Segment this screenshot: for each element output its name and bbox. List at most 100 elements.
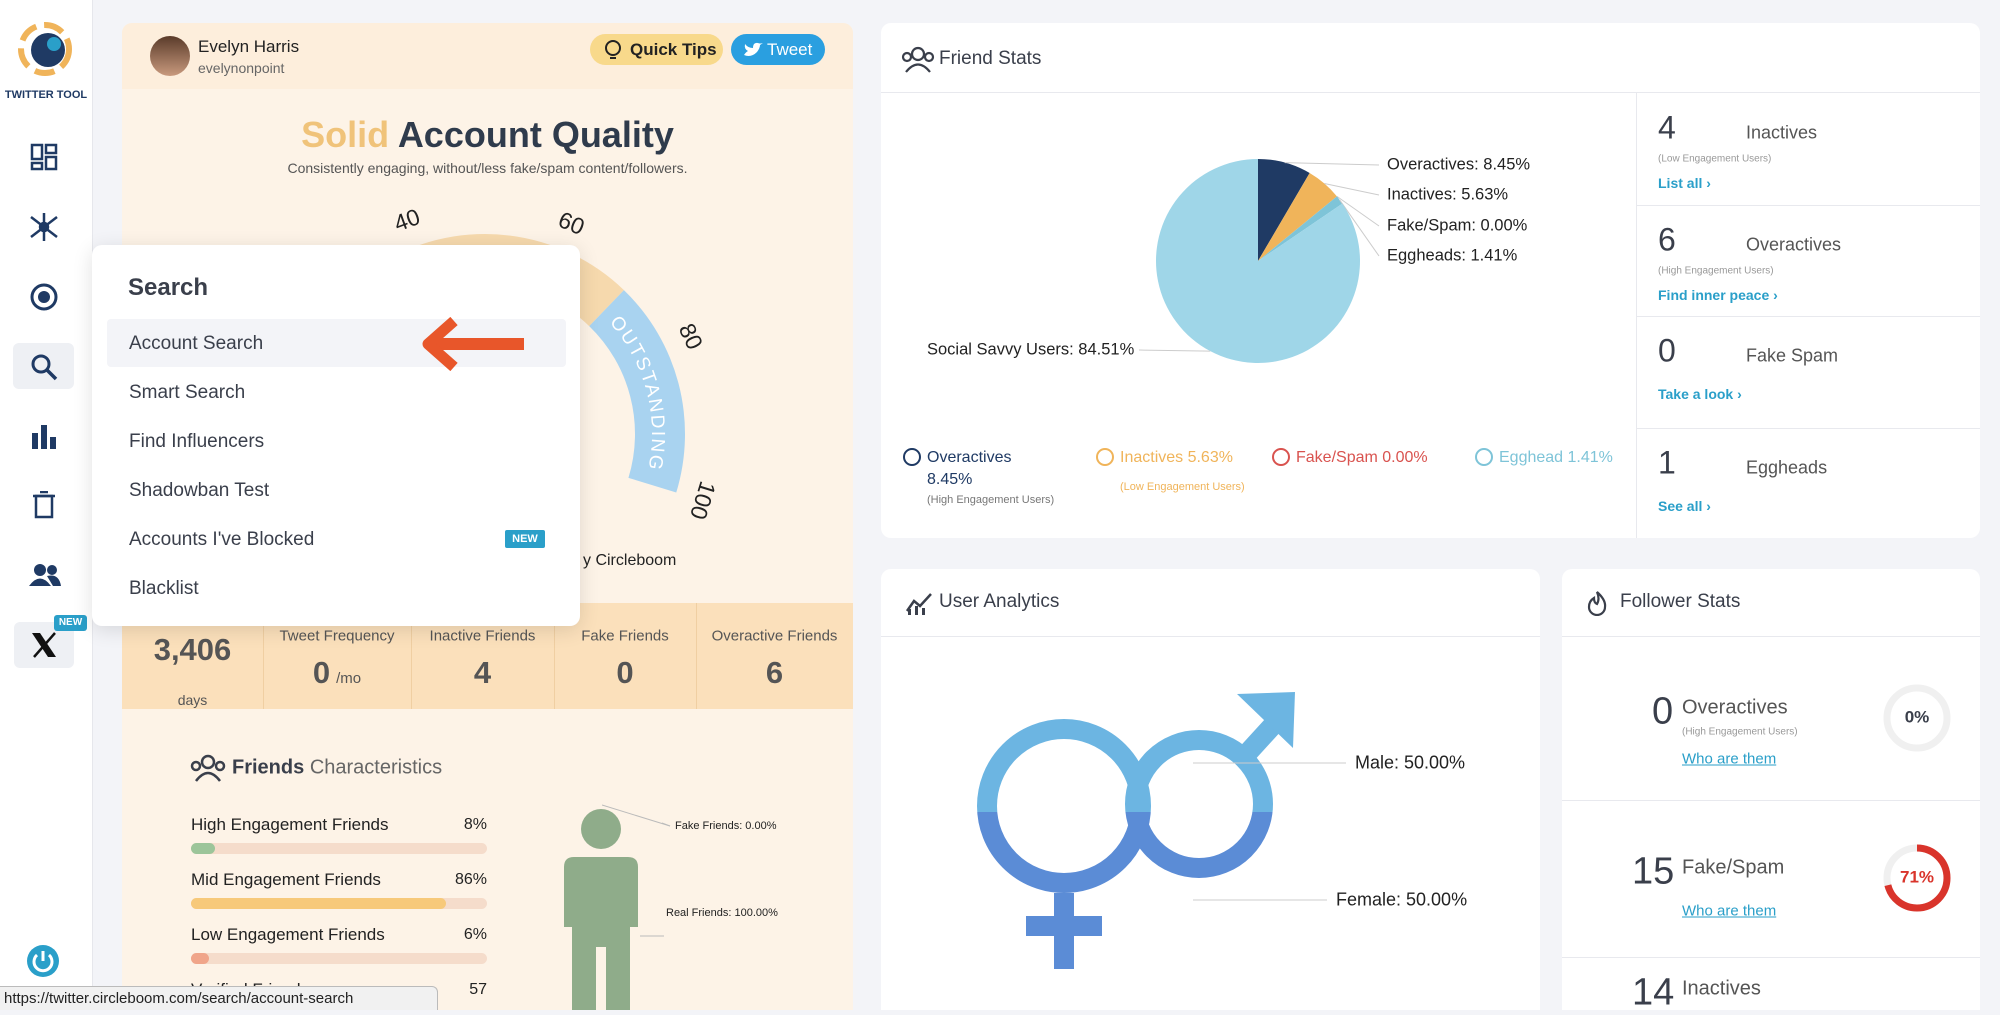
stat-label: Tweet Frequency <box>279 627 395 645</box>
summary-link[interactable]: Take a look › <box>1658 386 1742 402</box>
account-age-unit: days <box>177 692 208 708</box>
menu-item[interactable]: Account Search <box>129 333 264 354</box>
friends-word: Friends <box>232 756 305 779</box>
summary-link[interactable]: See all › <box>1658 497 1711 514</box>
row-value: 6% <box>463 926 487 943</box>
summary-link[interactable]: Find inner peace › <box>1658 286 1778 303</box>
analytics-icon[interactable] <box>31 423 57 449</box>
bar-fill <box>191 953 209 964</box>
pie-label: Eggheads: 1.41% <box>1387 246 1518 264</box>
divider <box>1636 204 1980 206</box>
gauge-arc-outstanding <box>589 290 685 493</box>
logo <box>18 22 72 76</box>
stat-value: 6 <box>696 655 853 691</box>
gender-graphic <box>977 692 1346 969</box>
divider <box>881 92 1980 93</box>
legend-icon-shape <box>1475 448 1493 466</box>
search-menu: Search Account Search Smart Search Find In… <box>92 245 580 626</box>
person-figure <box>564 809 638 1010</box>
friend-stats-card: Friend Stats Overactives: 8.45% Inactives… <box>881 23 1980 538</box>
legend-note: (High Engagement Users) <box>927 494 1055 506</box>
friend-stats-title: Friend Stats <box>939 48 1042 69</box>
pie-leader <box>1339 199 1380 257</box>
row-value: 8% <box>463 816 487 833</box>
follower-link[interactable]: Who are them <box>1682 750 1777 768</box>
search-icon <box>31 354 58 381</box>
legend-text: Inactives 5.63% <box>1120 449 1233 466</box>
row-label: Mid Engagement Friends <box>191 870 381 889</box>
pie-leader <box>1336 195 1380 227</box>
legend-icon-shape <box>903 448 921 466</box>
stat-number: 4 <box>473 655 492 690</box>
follower-title: Fake/Spam <box>1682 856 1785 879</box>
menu-new-badge: NEW <box>505 530 545 548</box>
bird-icon <box>744 42 763 56</box>
menu-item[interactable]: Smart Search <box>129 382 246 403</box>
power-icon[interactable] <box>25 943 61 979</box>
ring-label: 71% <box>1900 867 1934 886</box>
pie-slice <box>1258 159 1310 261</box>
pie-slice <box>1258 196 1343 261</box>
search-icon-active[interactable] <box>13 343 74 389</box>
follower-count: 0 <box>1652 690 1674 733</box>
quality-title: Solid Account Quality <box>122 114 853 156</box>
menu-item[interactable]: Blacklist <box>129 578 199 599</box>
arrow-pointer <box>422 317 524 371</box>
friend-stats-icon <box>901 46 935 73</box>
divider <box>1562 636 1980 637</box>
avatar <box>150 36 190 76</box>
divider <box>696 603 697 709</box>
pie-label: Inactives: 5.63% <box>1387 185 1508 203</box>
dashboard-icon[interactable] <box>30 143 58 171</box>
fake-friends-label: Fake Friends: 0.00% <box>675 820 777 832</box>
friends-icon <box>190 754 226 782</box>
quality-accent: Solid <box>301 114 390 155</box>
stat-label: Fake Friends <box>581 627 669 645</box>
new-badge: NEW <box>54 615 87 631</box>
menu-item[interactable]: Shadowban Test <box>129 480 270 501</box>
pie-leader <box>1138 349 1211 352</box>
row-value: 86% <box>454 871 487 888</box>
follower-stats-title: Follower Stats <box>1620 591 1741 612</box>
row-label: Low Engagement Friends <box>191 925 385 944</box>
follower-stats-card: Follower Stats 0 Overactives (High Engagem… <box>1562 569 1980 1014</box>
divider <box>1562 957 1980 958</box>
characteristics-word: Characteristics <box>309 756 443 779</box>
divider <box>554 603 555 709</box>
stat-value: 0/mo <box>263 655 411 691</box>
follower-title: Inactives <box>1682 977 1761 1000</box>
stat-number: 6 <box>765 655 784 690</box>
stat-number: 0 <box>312 655 331 690</box>
summary-count: 1 <box>1658 444 1676 480</box>
legend-icon <box>1272 448 1290 466</box>
follower-link[interactable]: Who are them <box>1682 902 1777 920</box>
menu-item[interactable]: Find Influencers <box>129 431 265 452</box>
summary-title: Inactives <box>1746 122 1818 143</box>
pie-label: Overactives: 8.45% <box>1387 155 1530 173</box>
divider <box>881 636 1540 637</box>
female-label: Female: 50.00% <box>1336 889 1468 910</box>
summary-note: (Low Engagement Users) <box>1658 153 1772 165</box>
pie-chart: Overactives: 8.45% Inactives: 5.63% Fake/S… <box>927 155 1530 363</box>
network-icon[interactable] <box>27 211 61 243</box>
real-friends-label: Real Friends: 100.00% <box>666 907 778 919</box>
summary-count: 4 <box>1658 109 1676 146</box>
target-icon[interactable] <box>29 282 59 312</box>
summary-count: 6 <box>1658 221 1676 257</box>
tweet-label: Tweet <box>767 40 813 59</box>
quick-tips-button[interactable]: Quick Tips <box>590 34 723 65</box>
ring-track <box>1883 684 1951 752</box>
delete-icon[interactable] <box>32 491 56 519</box>
row-label: High Engagement Friends <box>191 815 389 834</box>
verified-value: 57 <box>469 981 487 998</box>
search-menu-title: Search <box>128 274 209 301</box>
menu-item[interactable]: Accounts I've Blocked <box>129 529 315 550</box>
summary-link[interactable]: List all › <box>1658 175 1711 191</box>
summary-note: (High Engagement Users) <box>1658 265 1774 276</box>
account-header <box>122 23 853 89</box>
stat-value: 0 <box>554 655 696 691</box>
quality-subtitle: Consistently engaging, without/less fake… <box>287 160 688 176</box>
tweet-button[interactable]: Tweet <box>731 34 825 65</box>
users-icon[interactable] <box>29 563 61 587</box>
characteristics-title: Friends Characteristics <box>232 757 442 780</box>
